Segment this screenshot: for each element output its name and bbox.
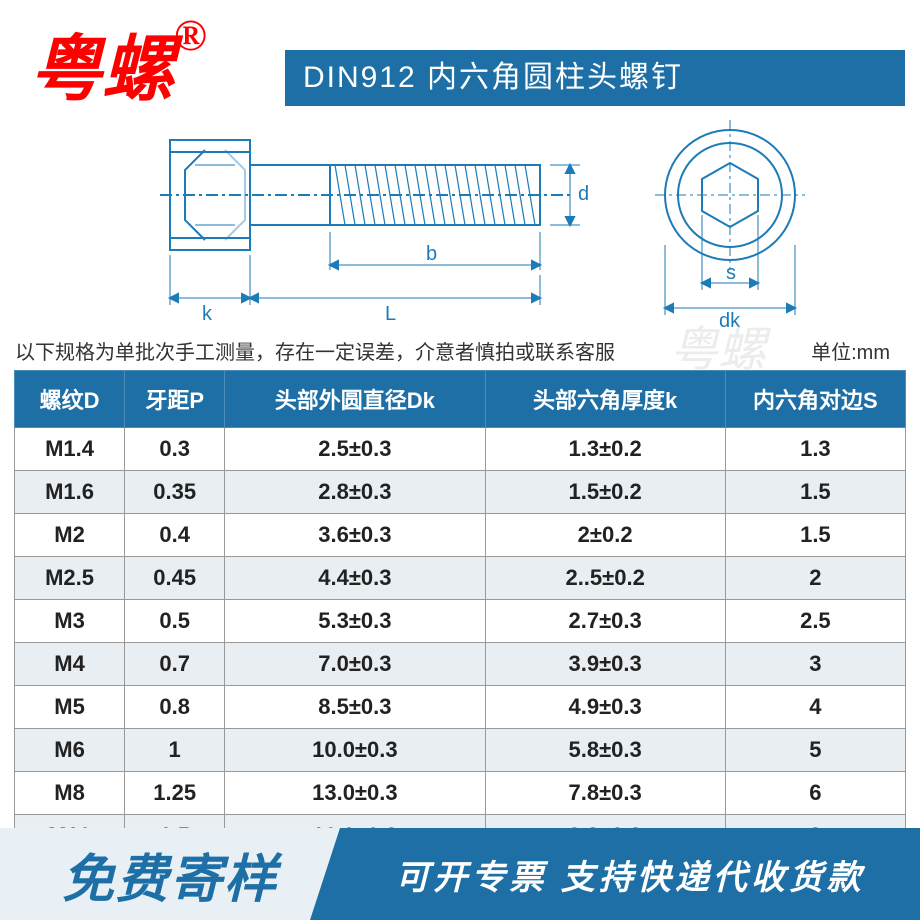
table-row: M81.2513.0±0.37.8±0.36 bbox=[15, 772, 906, 815]
table-cell: M1.6 bbox=[15, 471, 125, 514]
col-pitch-p: 牙距P bbox=[125, 371, 225, 428]
table-cell: 2.7±0.3 bbox=[485, 600, 725, 643]
brand-name: 粤螺 bbox=[30, 30, 174, 110]
brand-logo: 粤螺® bbox=[30, 10, 207, 115]
table-cell: 2..5±0.2 bbox=[485, 557, 725, 600]
table-header: 螺纹D 牙距P 头部外圆直径Dk 头部六角厚度k 内六角对边S bbox=[15, 371, 906, 428]
table-cell: 3.6±0.3 bbox=[225, 514, 485, 557]
measurement-note: 以下规格为单批次手工测量，存在一定误差，介意者慎拍或联系客服 bbox=[15, 336, 615, 365]
footer-services: 可开专票 支持快递代收货款 bbox=[340, 828, 920, 920]
table-cell: 5.8±0.3 bbox=[485, 729, 725, 772]
table-row: M50.88.5±0.34.9±0.34 bbox=[15, 686, 906, 729]
table-cell: 6 bbox=[725, 772, 905, 815]
table-cell: 0.45 bbox=[125, 557, 225, 600]
table-cell: 4.4±0.3 bbox=[225, 557, 485, 600]
table-cell: 5 bbox=[725, 729, 905, 772]
table-cell: 2 bbox=[725, 557, 905, 600]
table-cell: M4 bbox=[15, 643, 125, 686]
table-cell: 1.5 bbox=[725, 471, 905, 514]
table-cell: 0.5 bbox=[125, 600, 225, 643]
screw-side-view: d b L k bbox=[150, 120, 590, 330]
title-text: DIN912 内六角圆柱头螺钉 bbox=[303, 61, 683, 94]
table-cell: 7.8±0.3 bbox=[485, 772, 725, 815]
table-cell: 1.25 bbox=[125, 772, 225, 815]
table-cell: 1.5 bbox=[725, 514, 905, 557]
table-cell: M6 bbox=[15, 729, 125, 772]
dim-dk-label: dk bbox=[719, 310, 741, 332]
table-cell: 0.8 bbox=[125, 686, 225, 729]
footer-free-sample: 免费寄样 bbox=[0, 828, 340, 920]
table-cell: 1.3 bbox=[725, 428, 905, 471]
table-cell: 3 bbox=[725, 643, 905, 686]
table-cell: 4 bbox=[725, 686, 905, 729]
screw-top-view: s dk bbox=[640, 115, 840, 335]
dim-d-label: d bbox=[578, 183, 589, 205]
table-cell: 10.0±0.3 bbox=[225, 729, 485, 772]
table-row: M6110.0±0.35.8±0.35 bbox=[15, 729, 906, 772]
table-cell: 1.3±0.2 bbox=[485, 428, 725, 471]
table-body: M1.40.32.5±0.31.3±0.21.3M1.60.352.8±0.31… bbox=[15, 428, 906, 858]
table-cell: M5 bbox=[15, 686, 125, 729]
table-cell: M1.4 bbox=[15, 428, 125, 471]
table-cell: 4.9±0.3 bbox=[485, 686, 725, 729]
col-hex-s: 内六角对边S bbox=[725, 371, 905, 428]
table-cell: 5.3±0.3 bbox=[225, 600, 485, 643]
registered-symbol: ® bbox=[174, 11, 207, 60]
table-cell: 2.5 bbox=[725, 600, 905, 643]
table-cell: 0.7 bbox=[125, 643, 225, 686]
col-head-dk: 头部外圆直径Dk bbox=[225, 371, 485, 428]
table-cell: M2 bbox=[15, 514, 125, 557]
dim-k-label: k bbox=[202, 303, 213, 325]
table-row: M40.77.0±0.33.9±0.33 bbox=[15, 643, 906, 686]
table-cell: 7.0±0.3 bbox=[225, 643, 485, 686]
table-cell: M2.5 bbox=[15, 557, 125, 600]
spec-table: 螺纹D 牙距P 头部外圆直径Dk 头部六角厚度k 内六角对边S M1.40.32… bbox=[14, 370, 906, 858]
table-cell: M8 bbox=[15, 772, 125, 815]
dim-b-label: b bbox=[426, 243, 437, 265]
col-thread-d: 螺纹D bbox=[15, 371, 125, 428]
table-row: M2.50.454.4±0.32..5±0.22 bbox=[15, 557, 906, 600]
dim-s-label: s bbox=[726, 262, 736, 284]
table-row: M30.55.3±0.32.7±0.32.5 bbox=[15, 600, 906, 643]
title-bar: DIN912 内六角圆柱头螺钉 bbox=[285, 50, 905, 106]
table-cell: 2±0.2 bbox=[485, 514, 725, 557]
col-head-k: 头部六角厚度k bbox=[485, 371, 725, 428]
technical-diagram: d b L k s dk bbox=[0, 110, 920, 335]
table-cell: 13.0±0.3 bbox=[225, 772, 485, 815]
dim-L-label: L bbox=[385, 303, 396, 325]
table-cell: 0.35 bbox=[125, 471, 225, 514]
table-cell: 2.8±0.3 bbox=[225, 471, 485, 514]
table-cell: 2.5±0.3 bbox=[225, 428, 485, 471]
footer-banner: 免费寄样 可开专票 支持快递代收货款 bbox=[0, 828, 920, 920]
table-cell: 1 bbox=[125, 729, 225, 772]
table-cell: M3 bbox=[15, 600, 125, 643]
table-row: M1.60.352.8±0.31.5±0.21.5 bbox=[15, 471, 906, 514]
table-cell: 1.5±0.2 bbox=[485, 471, 725, 514]
unit-label: 单位:mm bbox=[811, 336, 890, 365]
table-cell: 3.9±0.3 bbox=[485, 643, 725, 686]
table-row: M1.40.32.5±0.31.3±0.21.3 bbox=[15, 428, 906, 471]
table-cell: 8.5±0.3 bbox=[225, 686, 485, 729]
table-row: M20.43.6±0.32±0.21.5 bbox=[15, 514, 906, 557]
table-cell: 0.3 bbox=[125, 428, 225, 471]
table-cell: 0.4 bbox=[125, 514, 225, 557]
